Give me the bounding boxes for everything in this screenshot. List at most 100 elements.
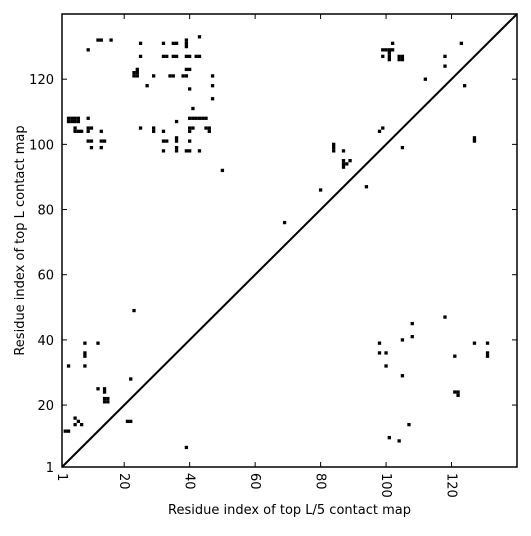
upper-contact-point — [171, 41, 175, 45]
lower-contact-point — [106, 400, 110, 404]
upper-contact-point — [171, 54, 175, 59]
x-tick-label: 60 — [247, 473, 262, 490]
lower-contact-point — [397, 439, 401, 443]
upper-contact-point — [145, 84, 149, 88]
upper-contact-point — [152, 126, 156, 130]
upper-contact-point — [184, 44, 189, 49]
x-tick-label: 1 — [54, 473, 69, 481]
upper-contact-point — [86, 126, 90, 130]
upper-contact-point — [86, 116, 90, 120]
lower-contact-point — [132, 308, 136, 313]
upper-contact-point — [76, 116, 81, 120]
upper-contact-point — [135, 67, 139, 72]
x-tick-label: 120 — [444, 473, 459, 498]
y-tick-label: 80 — [37, 204, 54, 219]
upper-contact-point — [184, 67, 189, 72]
upper-contact-point — [174, 139, 179, 143]
upper-contact-point — [109, 38, 113, 42]
upper-contact-point — [66, 119, 71, 124]
upper-contact-point — [443, 54, 447, 59]
upper-contact-point — [197, 35, 202, 39]
upper-contact-point — [184, 54, 189, 59]
lower-contact-point — [472, 341, 477, 345]
upper-contact-point — [204, 116, 208, 120]
upper-contact-point — [188, 129, 192, 133]
upper-contact-point — [174, 54, 179, 59]
upper-contact-point — [188, 149, 192, 153]
upper-contact-point — [188, 116, 192, 120]
y-axis-label: Residue index of top L contact map — [13, 125, 28, 355]
upper-contact-point — [152, 129, 156, 133]
upper-contact-point — [184, 74, 189, 78]
upper-contact-point — [89, 145, 94, 150]
lower-contact-point — [456, 390, 460, 394]
upper-contact-point — [161, 54, 166, 59]
upper-contact-point — [165, 139, 169, 143]
upper-contact-point — [387, 51, 391, 55]
lower-contact-point — [129, 419, 133, 424]
upper-contact-point — [174, 149, 179, 153]
upper-contact-point — [384, 48, 388, 52]
upper-contact-point — [99, 129, 103, 133]
upper-contact-point — [191, 126, 195, 130]
upper-contact-point — [161, 149, 166, 153]
x-axis-label: Residue index of top L/5 contact map — [168, 503, 411, 518]
upper-contact-point — [341, 159, 346, 163]
upper-contact-point — [86, 48, 90, 52]
lower-contact-point — [73, 422, 77, 427]
upper-contact-point — [99, 139, 103, 143]
lower-contact-point — [184, 445, 189, 450]
upper-contact-point — [400, 57, 405, 62]
y-tick-label: 100 — [29, 138, 54, 153]
upper-contact-point — [70, 116, 74, 120]
upper-contact-point — [138, 54, 143, 59]
upper-contact-point — [387, 48, 391, 52]
upper-contact-point — [191, 116, 195, 120]
upper-contact-point — [341, 149, 346, 153]
upper-contact-point — [210, 84, 215, 88]
lower-contact-point — [102, 387, 107, 391]
upper-contact-point — [138, 126, 143, 130]
upper-contact-point — [132, 71, 136, 75]
lower-contact-point — [83, 341, 87, 345]
upper-contact-point — [472, 136, 477, 140]
upper-contact-point — [201, 116, 205, 120]
upper-contact-point — [207, 129, 211, 133]
lower-contact-point — [96, 341, 100, 345]
upper-contact-point — [184, 149, 189, 153]
lower-contact-point — [485, 341, 490, 345]
upper-contact-point — [341, 165, 346, 169]
upper-contact-point — [188, 126, 192, 130]
lower-contact-point — [453, 390, 457, 394]
lower-contact-point — [102, 400, 107, 404]
upper-contact-point — [459, 41, 464, 45]
lower-contact-point — [410, 334, 414, 339]
lower-contact-point — [96, 387, 100, 391]
upper-contact-point — [174, 119, 179, 124]
upper-contact-point — [99, 145, 103, 150]
upper-contact-point — [191, 106, 195, 111]
upper-contact-point — [197, 54, 202, 59]
upper-contact-point — [161, 41, 166, 45]
lower-contact-point — [377, 341, 382, 345]
lower-contact-point — [485, 351, 490, 355]
lower-contact-point — [83, 364, 87, 368]
upper-contact-point — [397, 57, 401, 62]
lower-contact-point — [63, 429, 67, 433]
upper-contact-point — [390, 41, 395, 45]
lower-contact-point — [377, 351, 382, 355]
upper-contact-point — [332, 142, 336, 147]
plot-frame — [61, 13, 518, 468]
upper-contact-point — [135, 74, 139, 78]
upper-contact-point — [318, 188, 323, 192]
lower-contact-point — [400, 338, 405, 342]
x-tick-label: 20 — [116, 473, 131, 490]
upper-contact-point — [210, 97, 215, 101]
upper-contact-point — [364, 185, 369, 189]
upper-contact-point — [381, 126, 385, 130]
upper-contact-point — [76, 129, 81, 133]
upper-contact-point — [161, 129, 166, 133]
upper-contact-point — [188, 67, 192, 72]
